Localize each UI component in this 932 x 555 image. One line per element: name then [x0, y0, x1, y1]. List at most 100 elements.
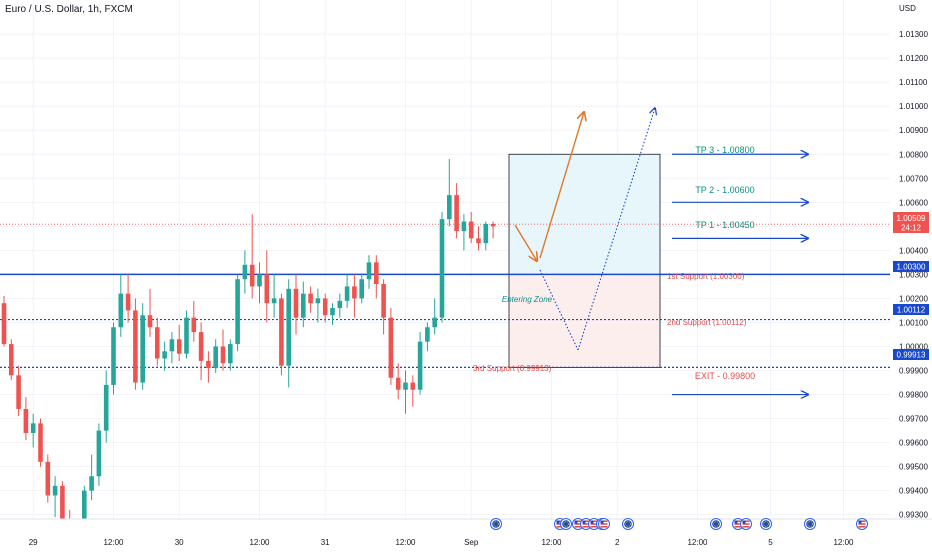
candle-bear [220, 329, 226, 371]
price-tick-label: 1.00800 [899, 150, 928, 159]
candle-bull [337, 293, 343, 318]
svg-text:0.99913: 0.99913 [897, 351, 926, 360]
flag-us-icon[interactable] [598, 518, 610, 530]
candle-bull [235, 274, 240, 352]
time-tick-label: 12:00 [249, 538, 270, 547]
candle-body [381, 284, 386, 318]
candle-body [118, 293, 124, 328]
candle-bull [89, 454, 94, 501]
flag-eu-icon[interactable] [760, 518, 772, 530]
economic-events-row[interactable] [490, 518, 868, 530]
candle-body [432, 317, 437, 328]
candle-body [30, 423, 36, 433]
second-support-label: 2nd Support (1.00112) [667, 318, 747, 327]
candle-bear [133, 298, 138, 390]
candle-body [45, 461, 51, 496]
price-tick-label: 1.00600 [899, 198, 928, 207]
candle-bull [184, 310, 189, 359]
candle-body [366, 262, 372, 280]
candle-bear [23, 396, 29, 441]
candle-bear [45, 454, 51, 503]
candle-body [454, 195, 459, 232]
candle-bull [286, 279, 291, 388]
candle-body [82, 490, 87, 527]
trade-zones [508, 153, 661, 368]
rally-arrow [539, 112, 584, 259]
candle-body [264, 274, 270, 304]
candle-bear [155, 317, 160, 366]
candle-bull [257, 262, 262, 304]
price-tick-label: 0.99600 [899, 439, 928, 448]
flag-eu-icon[interactable] [622, 518, 634, 530]
time-tick-label: 12:00 [687, 538, 708, 547]
candle-body [52, 485, 58, 496]
candle-bear [410, 375, 416, 407]
price-axis[interactable]: 1.01300 1.01200 1.01100 1.01000 1.00900 1.008… [890, 0, 932, 550]
candle-bear [16, 365, 21, 417]
candle-body [1, 303, 7, 345]
candle-body [301, 293, 306, 318]
candle-bull [359, 274, 364, 304]
candle-body [425, 327, 430, 342]
candle-bull [96, 423, 102, 486]
price-tick-label: 1.00300 [899, 270, 928, 279]
time-axis-bg [0, 519, 932, 550]
candle-body [286, 288, 291, 366]
time-tick-label: 5 [768, 538, 773, 547]
third-support-axis-tag: 0.99913 [893, 349, 929, 360]
candle-body [395, 377, 401, 390]
price-tick-label: 0.99500 [899, 463, 928, 472]
flag-eu-icon[interactable] [710, 518, 722, 530]
candle-bear [206, 351, 211, 383]
candle-bull [213, 339, 218, 373]
candle-body [213, 346, 218, 369]
candle-bear [191, 300, 197, 342]
candle-body [176, 339, 182, 354]
flag-eu-icon[interactable] [804, 518, 816, 530]
candle-bull [439, 211, 445, 323]
time-tick-label: 12:00 [103, 538, 124, 547]
flag-eu-icon[interactable] [490, 518, 502, 530]
candle-bull [301, 281, 306, 328]
candle-bear [381, 279, 386, 335]
candle-body [60, 485, 65, 520]
candle-body [490, 223, 496, 227]
candle-body [403, 382, 408, 390]
candle-body [96, 430, 102, 477]
candle-bear [60, 481, 65, 525]
time-tick-label: Sep [464, 538, 479, 547]
candle-bear [147, 288, 153, 337]
flag-us-icon[interactable] [856, 518, 868, 530]
time-axis[interactable]: 29 12:00 30 12:00 31 12:00 Sep 12:00 2 12:00 5 12:0… [0, 518, 932, 550]
flag-us-icon[interactable] [740, 518, 752, 530]
candle-body [344, 286, 350, 301]
candle-body [417, 341, 423, 390]
candle-bull [30, 413, 36, 448]
pullback-arrow [514, 224, 537, 261]
candle-body [352, 286, 357, 299]
candle-body [279, 298, 284, 366]
candle-bull [330, 303, 335, 325]
candle-bull [118, 274, 124, 337]
price-tick-label: 1.00100 [899, 318, 928, 327]
candle-bull [52, 476, 58, 518]
candle-body [476, 238, 481, 244]
candle-bull [111, 322, 116, 395]
candle-body [38, 423, 43, 462]
candle-body [184, 317, 189, 354]
candle-bull [103, 370, 109, 443]
candle-bull [242, 250, 248, 294]
svg-text:1.00112: 1.00112 [897, 306, 926, 315]
price-tick-label: 1.01300 [899, 30, 928, 39]
candle-body [103, 384, 109, 431]
first-support-label: 1st Support (1.00300) [667, 272, 745, 281]
candle-body [439, 219, 445, 318]
time-tick-label: 2 [615, 538, 620, 547]
candle-body [9, 344, 14, 376]
candlestick-series [1, 159, 496, 554]
symbol-title: Euro / U.S. Dollar, 1h, FXCM [5, 4, 133, 15]
flag-eu-icon[interactable] [560, 518, 572, 530]
candle-body [315, 298, 321, 304]
